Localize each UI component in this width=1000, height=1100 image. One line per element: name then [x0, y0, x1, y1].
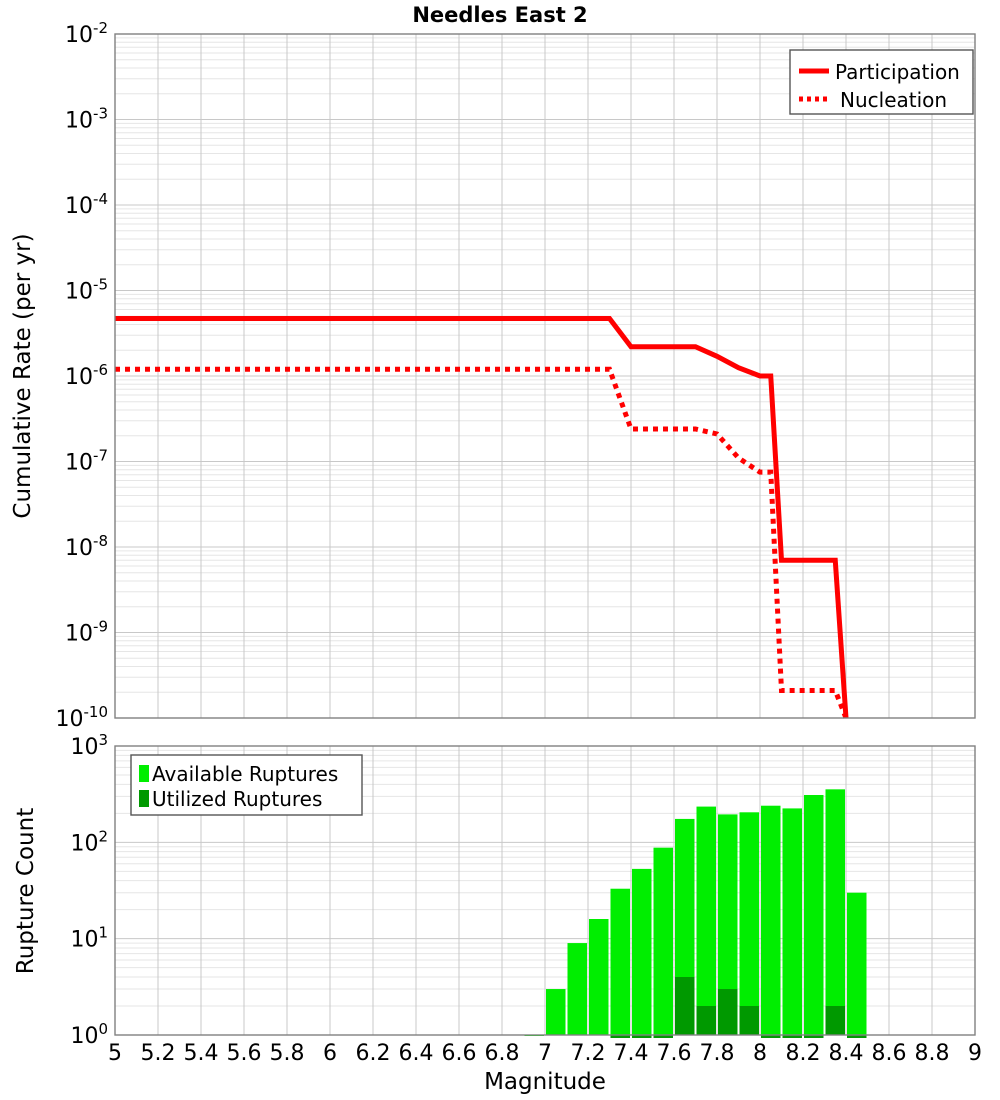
- bar-utilized-ruptures: [718, 989, 738, 1035]
- bar-utilized-ruptures: [675, 977, 695, 1035]
- x-tick-label: 6: [323, 1041, 337, 1066]
- bar-available-ruptures: [632, 869, 652, 1035]
- bar-available-ruptures: [697, 807, 717, 1035]
- x-tick-label: 5.8: [270, 1041, 305, 1066]
- x-tick-label: 5: [108, 1041, 122, 1066]
- x-tick-label: 6.6: [442, 1041, 477, 1066]
- x-tick-label: 8.2: [786, 1041, 821, 1066]
- x-tick-label: 6.8: [485, 1041, 520, 1066]
- bar-utilized-ruptures: [697, 1006, 717, 1035]
- legend-label-available-ruptures: Available Ruptures: [152, 762, 338, 786]
- x-tick-label: 7.6: [657, 1041, 692, 1066]
- legend-label-nucleation: Nucleation: [840, 88, 947, 112]
- bar-available-ruptures: [761, 806, 781, 1035]
- bar-available-ruptures: [589, 919, 609, 1035]
- x-tick-label: 7.8: [700, 1041, 735, 1066]
- x-tick-label: 7.4: [614, 1041, 649, 1066]
- bar-available-ruptures: [568, 943, 588, 1035]
- x-tick-label: 5.6: [227, 1041, 262, 1066]
- chart-title: Needles East 2: [412, 3, 587, 27]
- bar-utilized-ruptures: [740, 1006, 760, 1035]
- x-tick-label: 6.2: [356, 1041, 391, 1066]
- x-axis-tick-labels: 5 5.2 5.4 5.6 5.8 6 6.2 6.4 6.6 6.8 7 7.2 7.4 7.6 7.8 8…: [108, 1041, 982, 1066]
- bottom-plot-legend[interactable]: Available Ruptures Utilized Ruptures: [131, 755, 362, 815]
- x-tick-label: 9: [968, 1041, 982, 1066]
- chart-figure: Needles East 2 10-210-310-410-510-610-71…: [0, 0, 1000, 1100]
- x-tick-label: 6.4: [399, 1041, 434, 1066]
- top-plot-y-axis-label: Cumulative Rate (per yr): [10, 233, 36, 518]
- x-tick-label: 8.4: [829, 1041, 864, 1066]
- x-tick-label: 8: [753, 1041, 767, 1066]
- bottom-plot-y-axis-label: Rupture Count: [13, 808, 39, 974]
- x-tick-label: 5.4: [184, 1041, 219, 1066]
- bar-available-ruptures: [804, 795, 824, 1035]
- x-tick-label: 5.2: [141, 1041, 176, 1066]
- x-axis-label: Magnitude: [484, 1069, 606, 1095]
- x-tick-label: 8.6: [872, 1041, 907, 1066]
- top-plot-major-gridlines: [115, 34, 975, 718]
- bar-available-ruptures: [546, 989, 566, 1035]
- legend-swatch-utilized-ruptures: [139, 790, 149, 807]
- figure-root: Needles East 2 10-210-310-410-510-610-71…: [0, 0, 1000, 1100]
- top-plot-legend[interactable]: Participation Nucleation: [790, 50, 973, 114]
- bar-available-ruptures: [611, 889, 631, 1035]
- x-tick-label: 7.2: [571, 1041, 606, 1066]
- x-tick-label: 8.8: [915, 1041, 950, 1066]
- bar-available-ruptures: [826, 789, 846, 1035]
- bar-available-ruptures: [847, 893, 867, 1035]
- legend-swatch-available-ruptures: [139, 765, 149, 782]
- bar-available-ruptures: [783, 808, 803, 1035]
- bottom-panel-rupture-count-chart: 103102101100 Rupture Count Available Rup…: [13, 731, 975, 1049]
- top-panel-rate-chart: 10-210-310-410-510-610-710-810-910-10 Cu…: [10, 19, 975, 732]
- bar-available-ruptures: [654, 848, 674, 1035]
- legend-label-participation: Participation: [835, 60, 960, 84]
- legend-label-utilized-ruptures: Utilized Ruptures: [152, 787, 322, 811]
- bar-available-ruptures: [740, 812, 760, 1035]
- x-tick-label: 7: [538, 1041, 552, 1066]
- bar-utilized-ruptures: [826, 1006, 846, 1035]
